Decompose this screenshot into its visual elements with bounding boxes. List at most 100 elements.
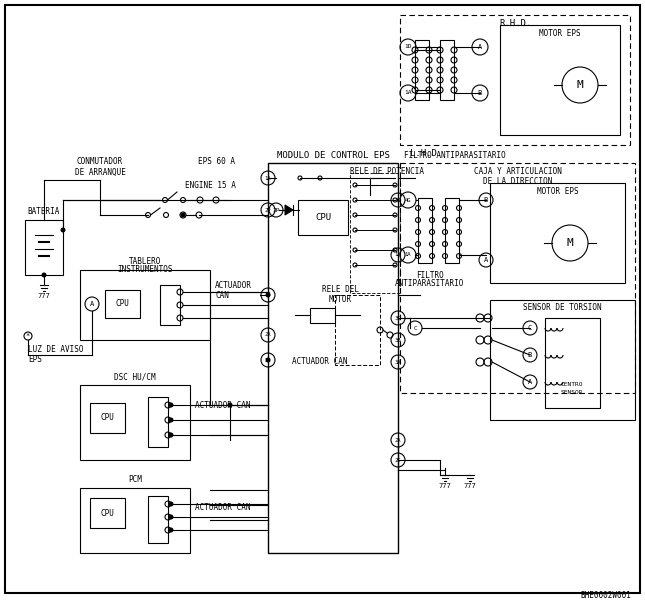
Text: B: B <box>528 352 532 358</box>
Bar <box>490 183 625 283</box>
Text: DE LA DIRECCION: DE LA DIRECCION <box>483 177 552 186</box>
Circle shape <box>266 292 270 297</box>
Bar <box>350 173 400 293</box>
Text: A: A <box>528 379 532 385</box>
Text: 1A: 1A <box>264 175 272 180</box>
Text: A: A <box>90 301 94 307</box>
Bar <box>335 295 380 365</box>
Text: *: * <box>26 333 30 339</box>
Text: ACTUADOR CAN: ACTUADOR CAN <box>195 504 250 513</box>
Text: CENTRO: CENTRO <box>561 382 583 388</box>
Circle shape <box>168 514 174 520</box>
Text: 2P: 2P <box>264 207 272 212</box>
Text: 777: 777 <box>439 483 451 489</box>
Text: ACTUADOR CAN: ACTUADOR CAN <box>292 358 348 367</box>
Text: DE ARRANQUE: DE ARRANQUE <box>75 168 125 177</box>
Text: A: A <box>484 257 488 263</box>
Circle shape <box>228 402 232 408</box>
Bar <box>80 385 190 460</box>
Text: ENGINE 15 A: ENGINE 15 A <box>184 180 235 189</box>
Text: 2P: 2P <box>272 207 280 212</box>
Text: EPS: EPS <box>28 356 42 364</box>
Text: EPS 60 A: EPS 60 A <box>197 157 235 166</box>
Bar <box>90 403 125 433</box>
Text: BATERIA: BATERIA <box>28 207 60 216</box>
Text: 777: 777 <box>464 483 477 489</box>
Circle shape <box>168 417 174 423</box>
Text: C: C <box>528 325 532 331</box>
Text: SENSOR: SENSOR <box>561 391 583 396</box>
Text: MOTOR: MOTOR <box>328 295 352 305</box>
Bar <box>148 496 168 543</box>
Text: 2A: 2A <box>264 332 272 338</box>
Text: CONMUTADOR: CONMUTADOR <box>77 157 123 166</box>
Text: DSC HU/CM: DSC HU/CM <box>114 373 156 382</box>
Text: 1D: 1D <box>404 45 412 49</box>
Text: B: B <box>484 197 488 203</box>
Bar <box>105 290 140 318</box>
Text: RELE DEL: RELE DEL <box>321 285 359 294</box>
Text: FILTRO: FILTRO <box>416 271 444 280</box>
Circle shape <box>41 273 46 277</box>
Text: LUZ DE AVISO: LUZ DE AVISO <box>28 346 83 355</box>
Text: CAJA Y ARTICULACION: CAJA Y ARTICULACION <box>473 166 561 175</box>
Text: 1B: 1B <box>264 292 272 297</box>
Text: M: M <box>566 238 573 248</box>
Text: SENSOR DE TORSION: SENSOR DE TORSION <box>523 303 602 312</box>
Bar <box>25 220 63 275</box>
Text: MOTOR EPS: MOTOR EPS <box>537 186 579 195</box>
Text: MOTOR EPS: MOTOR EPS <box>539 28 581 37</box>
Text: INSTRUMENTOS: INSTRUMENTOS <box>117 265 173 274</box>
Bar <box>90 498 125 528</box>
Bar <box>160 285 180 325</box>
Text: 3B: 3B <box>395 338 401 343</box>
Text: FILTRO ANTIPARASITARIO: FILTRO ANTIPARASITARIO <box>404 151 506 160</box>
Text: ACTUADOR: ACTUADOR <box>215 280 252 289</box>
Bar <box>400 15 630 145</box>
Text: CPU: CPU <box>115 300 130 309</box>
Text: B: B <box>478 90 482 96</box>
Circle shape <box>168 502 174 507</box>
Text: TABLERO: TABLERO <box>129 257 161 267</box>
Circle shape <box>168 402 174 408</box>
Text: C: C <box>413 326 417 330</box>
Circle shape <box>168 528 174 532</box>
Text: CAN: CAN <box>215 291 229 300</box>
Text: L.H.D.: L.H.D. <box>410 148 442 157</box>
Text: 777: 777 <box>37 293 50 299</box>
Bar <box>400 163 635 393</box>
Circle shape <box>266 358 270 362</box>
Bar <box>490 300 635 420</box>
Text: BHE0602W001: BHE0602W001 <box>580 590 631 599</box>
Bar <box>80 270 210 340</box>
Bar <box>148 397 168 447</box>
Text: PCM: PCM <box>128 476 142 484</box>
Polygon shape <box>285 205 293 215</box>
Bar <box>418 198 432 263</box>
Text: 3A: 3A <box>395 359 401 364</box>
Text: 1A: 1A <box>405 253 412 257</box>
Bar <box>298 200 348 235</box>
Text: ANTIPARASITARIO: ANTIPARASITARIO <box>395 279 464 288</box>
Text: 4G: 4G <box>395 198 401 203</box>
Text: A: A <box>478 44 482 50</box>
Bar <box>415 40 429 100</box>
Bar <box>310 308 335 323</box>
Bar <box>500 25 620 135</box>
Text: CPU: CPU <box>101 414 114 423</box>
Bar <box>545 318 600 408</box>
Text: 1A: 1A <box>395 253 401 257</box>
Text: R.H.D.: R.H.D. <box>499 19 531 28</box>
Text: RELE DE POTENCIA: RELE DE POTENCIA <box>350 168 424 177</box>
Text: MODULO DE CONTROL EPS: MODULO DE CONTROL EPS <box>277 151 390 160</box>
Circle shape <box>61 227 66 233</box>
Text: M: M <box>577 80 583 90</box>
Circle shape <box>181 212 186 218</box>
Bar <box>268 163 398 553</box>
Bar <box>445 198 459 263</box>
Bar <box>80 488 190 553</box>
Bar <box>440 40 454 100</box>
Text: 2K: 2K <box>264 358 272 362</box>
Text: 2C: 2C <box>395 458 401 463</box>
Text: 4G: 4G <box>405 198 412 203</box>
